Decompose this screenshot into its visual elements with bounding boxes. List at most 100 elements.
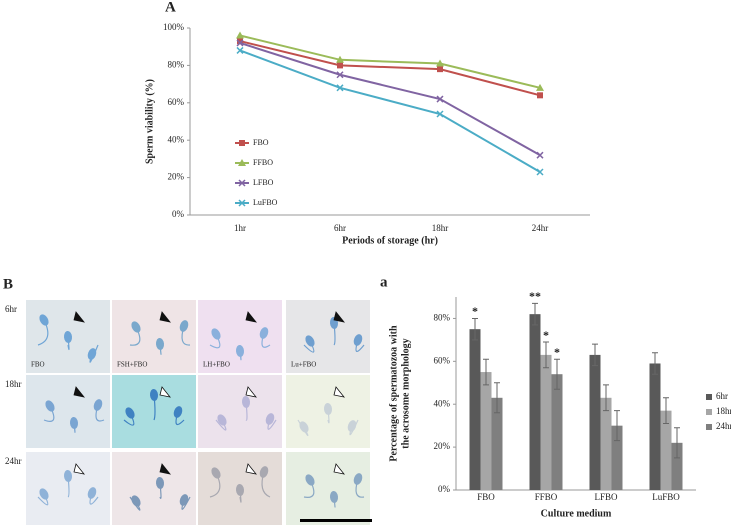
sperm-head <box>353 473 363 485</box>
y-axis-label: the acrosome morphology <box>400 338 411 448</box>
point <box>336 84 344 92</box>
legend-label: FFBO <box>253 158 273 167</box>
sperm-head <box>63 470 73 482</box>
error-bar <box>663 397 669 425</box>
sperm-head <box>259 327 269 339</box>
point <box>237 38 243 45</box>
sperm-head <box>87 348 97 360</box>
error-bar <box>674 427 680 459</box>
legend-label: FBO <box>253 138 269 147</box>
sperm-head <box>173 406 183 418</box>
y-tick-label: 60% <box>434 355 451 365</box>
arrowhead <box>333 311 345 323</box>
arrowhead <box>73 463 85 475</box>
scale-bar <box>300 519 372 522</box>
micrograph <box>112 375 196 448</box>
bar <box>491 397 503 490</box>
legend-label: 6hr <box>716 391 728 401</box>
x-axis-label: Periods of storage (hr) <box>342 235 438 246</box>
micrograph <box>198 300 282 373</box>
error-bar <box>554 358 560 390</box>
x-tick-label: 18hr <box>432 223 449 233</box>
arrowhead <box>159 386 171 398</box>
legend-label: LFBO <box>253 178 274 187</box>
y-axis-label: Percentage of spermatozoa with <box>388 325 399 462</box>
legend-marker <box>238 179 246 187</box>
error-bar <box>603 384 609 412</box>
sperm-head <box>211 467 221 479</box>
legend-swatch <box>706 394 712 400</box>
legend-marker <box>238 199 246 207</box>
sperm-head <box>39 488 49 500</box>
point <box>436 59 444 67</box>
column-label: LH+FBO <box>203 361 230 369</box>
sperm-head <box>149 389 159 401</box>
error-bar <box>483 358 489 386</box>
bar <box>529 314 541 490</box>
sperm-head <box>69 417 79 429</box>
arrowhead <box>73 386 85 398</box>
error-bar <box>472 317 478 341</box>
sperm-head <box>179 320 189 332</box>
arrowhead <box>245 311 257 323</box>
y-tick-label: 40% <box>434 398 451 408</box>
error-bar <box>543 341 549 369</box>
sperm-head <box>39 314 49 326</box>
x-axis-label: Culture medium <box>541 508 612 519</box>
point <box>336 55 344 63</box>
sperm-head <box>45 400 55 412</box>
y-tick-label: 100% <box>163 22 185 32</box>
arrowhead <box>333 463 345 475</box>
line <box>239 42 541 157</box>
point <box>436 110 444 118</box>
bar <box>649 363 661 490</box>
bar <box>589 354 601 490</box>
row-label: 24hr <box>5 456 22 466</box>
point <box>437 66 443 73</box>
legend-marker <box>238 159 246 166</box>
bar <box>671 442 683 490</box>
x-tick-label: FBO <box>477 492 495 502</box>
micrograph-panel: B 6hr FBO FSH+FBO LH+FBO Lu+FBO 18hr 24hr <box>3 276 372 525</box>
significance: * <box>472 304 478 318</box>
sperm-head <box>211 328 221 340</box>
point <box>337 62 343 69</box>
point <box>436 95 444 103</box>
arrowhead <box>245 386 257 398</box>
sperm-head <box>131 321 141 333</box>
point <box>537 92 543 99</box>
sperm-head <box>155 338 165 350</box>
line <box>239 34 541 89</box>
sperm-head <box>347 420 357 432</box>
line <box>239 49 541 173</box>
y-tick-label: 80% <box>168 59 185 69</box>
bar <box>660 410 672 490</box>
legend-label: 24hr <box>716 421 731 431</box>
panel-label: a <box>380 274 388 290</box>
sperm-head <box>131 495 141 507</box>
sperm-head <box>179 494 189 506</box>
bar <box>551 374 563 490</box>
column-label: FBO <box>31 361 45 369</box>
sperm-head <box>93 399 103 411</box>
sperm-head <box>235 345 245 357</box>
error-bar <box>592 343 598 367</box>
bar <box>469 329 481 490</box>
x-tick-label: 1hr <box>234 223 246 233</box>
panel-label: A <box>165 0 176 15</box>
significance: * <box>554 345 560 359</box>
significance: * <box>543 328 549 342</box>
sperm-head <box>155 477 165 489</box>
series <box>236 46 544 176</box>
micrograph <box>26 452 110 525</box>
x-tick-label: LFBO <box>594 492 618 502</box>
y-tick-label: 20% <box>168 172 185 182</box>
point <box>236 46 244 54</box>
sperm-head <box>329 491 339 503</box>
y-axis-label: Sperm viability (%) <box>144 79 155 164</box>
legend-swatch <box>706 409 712 415</box>
error-bar <box>532 302 538 326</box>
legend-swatch <box>706 424 712 430</box>
point <box>536 151 544 159</box>
